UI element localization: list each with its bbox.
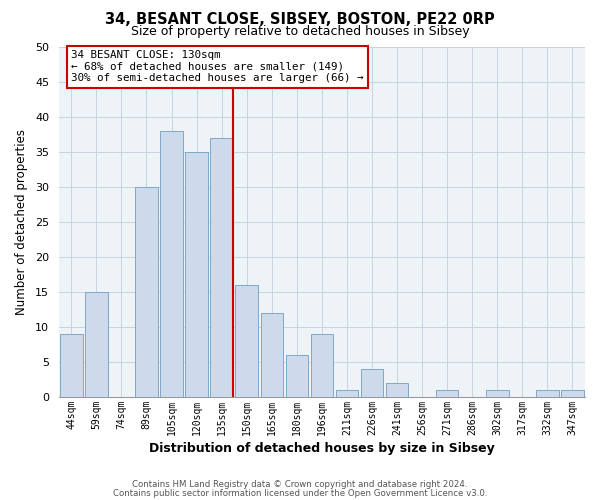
Bar <box>361 369 383 397</box>
Text: 34 BESANT CLOSE: 130sqm
← 68% of detached houses are smaller (149)
30% of semi-d: 34 BESANT CLOSE: 130sqm ← 68% of detache… <box>71 50 364 83</box>
Bar <box>211 138 233 397</box>
Bar <box>260 313 283 397</box>
Bar <box>185 152 208 397</box>
Bar <box>436 390 458 397</box>
Text: Size of property relative to detached houses in Sibsey: Size of property relative to detached ho… <box>131 25 469 38</box>
X-axis label: Distribution of detached houses by size in Sibsey: Distribution of detached houses by size … <box>149 442 495 455</box>
Bar <box>536 390 559 397</box>
Text: 34, BESANT CLOSE, SIBSEY, BOSTON, PE22 0RP: 34, BESANT CLOSE, SIBSEY, BOSTON, PE22 0… <box>105 12 495 26</box>
Bar <box>561 390 584 397</box>
Y-axis label: Number of detached properties: Number of detached properties <box>15 129 28 315</box>
Bar <box>386 383 409 397</box>
Bar <box>286 355 308 397</box>
Bar <box>486 390 509 397</box>
Bar <box>135 186 158 397</box>
Text: Contains HM Land Registry data © Crown copyright and database right 2024.: Contains HM Land Registry data © Crown c… <box>132 480 468 489</box>
Bar <box>235 285 258 397</box>
Bar <box>60 334 83 397</box>
Bar <box>311 334 333 397</box>
Bar <box>335 390 358 397</box>
Bar <box>160 130 183 397</box>
Bar <box>85 292 107 397</box>
Text: Contains public sector information licensed under the Open Government Licence v3: Contains public sector information licen… <box>113 488 487 498</box>
